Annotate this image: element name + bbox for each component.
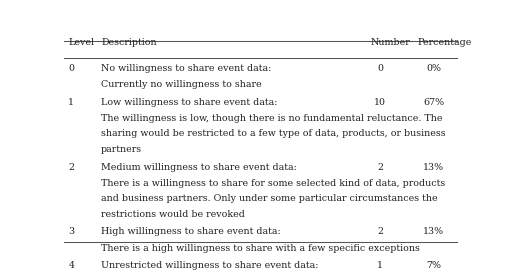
Text: High willingness to share event data:: High willingness to share event data:	[101, 227, 281, 236]
Text: The willingness is low, though there is no fundamental reluctance. The: The willingness is low, though there is …	[101, 114, 443, 123]
Text: Low willingness to share event data:: Low willingness to share event data:	[101, 98, 277, 107]
Text: Medium willingness to share event data:: Medium willingness to share event data:	[101, 163, 297, 172]
Text: Description: Description	[101, 38, 157, 47]
Text: 1: 1	[377, 261, 383, 270]
Text: restrictions would be revoked: restrictions would be revoked	[101, 210, 245, 219]
Text: Percentage: Percentage	[418, 38, 472, 47]
Text: There is a willingness to share for some selected kind of data, products: There is a willingness to share for some…	[101, 179, 445, 188]
Text: 0: 0	[377, 64, 383, 73]
Text: 13%: 13%	[423, 227, 444, 236]
Text: 2: 2	[68, 163, 74, 172]
Text: Unrestricted willingness to share event data:: Unrestricted willingness to share event …	[101, 261, 319, 270]
Text: sharing would be restricted to a few type of data, products, or business: sharing would be restricted to a few typ…	[101, 129, 446, 138]
Text: 2: 2	[377, 227, 383, 236]
Text: 0: 0	[68, 64, 74, 73]
Text: 10: 10	[375, 98, 386, 107]
Text: 67%: 67%	[423, 98, 444, 107]
Text: Level: Level	[68, 38, 95, 47]
Text: 2: 2	[377, 163, 383, 172]
Text: 13%: 13%	[423, 163, 444, 172]
Text: No willingness to share event data:: No willingness to share event data:	[101, 64, 271, 73]
Text: and business partners. Only under some particular circumstances the: and business partners. Only under some p…	[101, 194, 438, 203]
Text: 7%: 7%	[426, 261, 441, 270]
Text: Number: Number	[371, 38, 410, 47]
Text: 4: 4	[68, 261, 74, 270]
Text: partners: partners	[101, 145, 142, 154]
Text: There is a high willingness to share with a few specific exceptions: There is a high willingness to share wit…	[101, 243, 420, 253]
Text: Currently no willingness to share: Currently no willingness to share	[101, 80, 262, 89]
Text: 3: 3	[68, 227, 74, 236]
Text: 1: 1	[68, 98, 74, 107]
Text: 0%: 0%	[426, 64, 441, 73]
